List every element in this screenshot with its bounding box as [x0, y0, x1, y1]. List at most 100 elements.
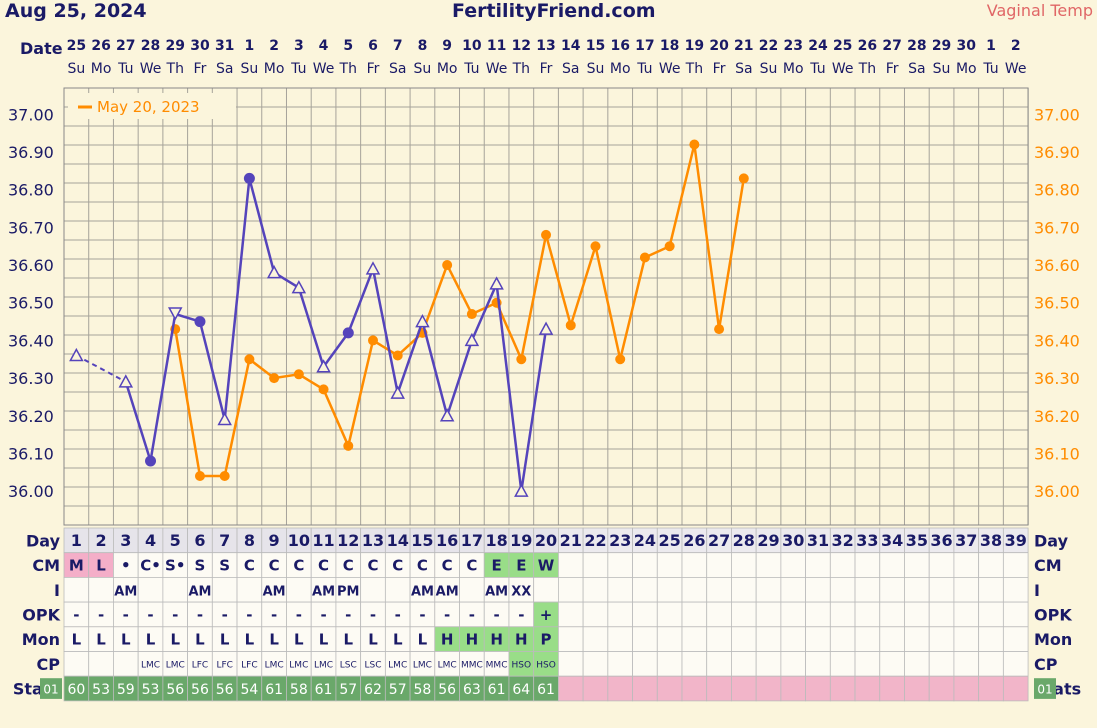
y-tick-right: 36.70	[1034, 218, 1080, 237]
cm-cell-value: C	[269, 557, 280, 575]
mon-cell	[928, 626, 955, 652]
i-cell	[286, 577, 312, 603]
opk-cell	[162, 601, 189, 628]
cp-cell-value: HSO	[536, 660, 556, 670]
stats-cell-value: 58	[290, 682, 308, 698]
day-cell-value: 22	[584, 531, 606, 550]
opk-cell-value: -	[444, 606, 450, 624]
i-cell	[162, 577, 189, 603]
day-cell-value: 23	[609, 531, 631, 550]
cp-cell	[483, 651, 510, 677]
date-label: 2	[1011, 38, 1021, 54]
opk-cell	[953, 601, 980, 628]
i-cell	[533, 577, 559, 603]
cm-cell	[162, 552, 189, 578]
cp-cell	[113, 651, 139, 677]
day-row-label-left: Day	[26, 531, 61, 550]
cm-cell	[731, 552, 757, 578]
i-cell	[558, 577, 584, 603]
stats-side-value-right: 01	[1037, 683, 1052, 697]
chart-date: Aug 25, 2024	[5, 0, 147, 22]
cp-cell-value: LMC	[289, 660, 308, 670]
date-label: 25	[67, 38, 86, 54]
y-tick-left: 36.10	[8, 444, 54, 463]
y-tick-right: 36.10	[1034, 444, 1080, 463]
cm-cell-value: E	[491, 557, 501, 575]
mon-cell-value: H	[441, 631, 454, 649]
i-cell	[187, 577, 213, 603]
date-label: 28	[141, 38, 160, 54]
weekday-label: Mo	[956, 61, 977, 77]
stats-cell	[632, 675, 658, 702]
weekday-label: Sa	[389, 61, 406, 77]
stats-cell-value: 54	[240, 682, 258, 698]
day-cell-value: 35	[906, 531, 928, 550]
weekday-label: Su	[587, 61, 605, 77]
current-data-point	[266, 265, 282, 279]
day-cell-value: 8	[244, 531, 255, 550]
i-cell-value: AM	[485, 584, 508, 599]
i-cell-value: AM	[114, 584, 137, 599]
mon-cell-value: H	[515, 631, 528, 649]
stats-cell-value: 60	[67, 682, 85, 698]
mon-cell	[162, 626, 189, 652]
opk-cell-value: -	[246, 606, 252, 624]
mon-row-label-right: Mon	[1034, 630, 1072, 649]
day-cell-value: 19	[510, 531, 532, 550]
weekday-label: Fr	[367, 61, 380, 77]
cp-cell	[706, 651, 732, 677]
weekday-label: Tu	[117, 61, 133, 77]
date-label: 14	[561, 38, 581, 54]
i-cell	[360, 577, 386, 603]
i-cell	[928, 577, 955, 603]
weekday-label: Su	[933, 61, 951, 77]
day-cell	[113, 527, 139, 554]
site-title[interactable]: FertilityFriend.com	[452, 0, 656, 22]
weekday-label: Sa	[216, 61, 233, 77]
weekday-label: We	[832, 61, 854, 77]
mon-cell-value: L	[72, 631, 82, 649]
current-data-point	[342, 327, 354, 339]
mon-cell	[632, 626, 658, 652]
i-cell-value: AM	[188, 584, 211, 599]
opk-cell-value: -	[172, 606, 178, 624]
cp-cell	[236, 651, 263, 677]
stats-cell-value: 62	[364, 682, 382, 698]
opk-cell	[63, 601, 90, 628]
overlay-data-point	[219, 471, 230, 482]
cp-cell	[953, 651, 980, 677]
opk-cell	[681, 601, 708, 628]
mon-cell-value: H	[466, 631, 479, 649]
temperature-grid	[63, 87, 1029, 526]
i-cell	[88, 577, 114, 603]
cp-cell-value: LMC	[314, 660, 333, 670]
cm-cell-value: C	[318, 557, 329, 575]
weekday-label: Fr	[886, 61, 899, 77]
stats-cell	[286, 675, 312, 702]
cp-cell	[755, 651, 782, 677]
stats-side-box-left	[40, 678, 62, 699]
mon-cell-value: L	[269, 631, 279, 649]
current-data-point	[415, 314, 430, 328]
stats-cell-value: 59	[117, 682, 135, 698]
date-label: 22	[759, 38, 778, 54]
weekday-label: Su	[760, 61, 778, 77]
cp-cell	[904, 651, 930, 677]
weekday-label: Mo	[437, 61, 458, 77]
day-cell	[928, 527, 955, 554]
opk-cell	[582, 601, 609, 628]
date-label: 15	[586, 38, 605, 54]
mon-cell-value: L	[393, 631, 403, 649]
cm-cell	[508, 552, 535, 578]
cm-cell	[879, 552, 905, 578]
i-cell	[755, 577, 782, 603]
mon-cell	[533, 626, 559, 652]
stats-cell	[854, 675, 881, 702]
stats-cell	[409, 675, 436, 702]
cp-cell	[829, 651, 856, 677]
y-tick-right: 36.40	[1034, 331, 1080, 350]
weekday-label: Fr	[194, 61, 207, 77]
opk-cell	[508, 601, 535, 628]
date-label: 11	[487, 38, 506, 54]
weekday-label: Tu	[982, 61, 998, 77]
